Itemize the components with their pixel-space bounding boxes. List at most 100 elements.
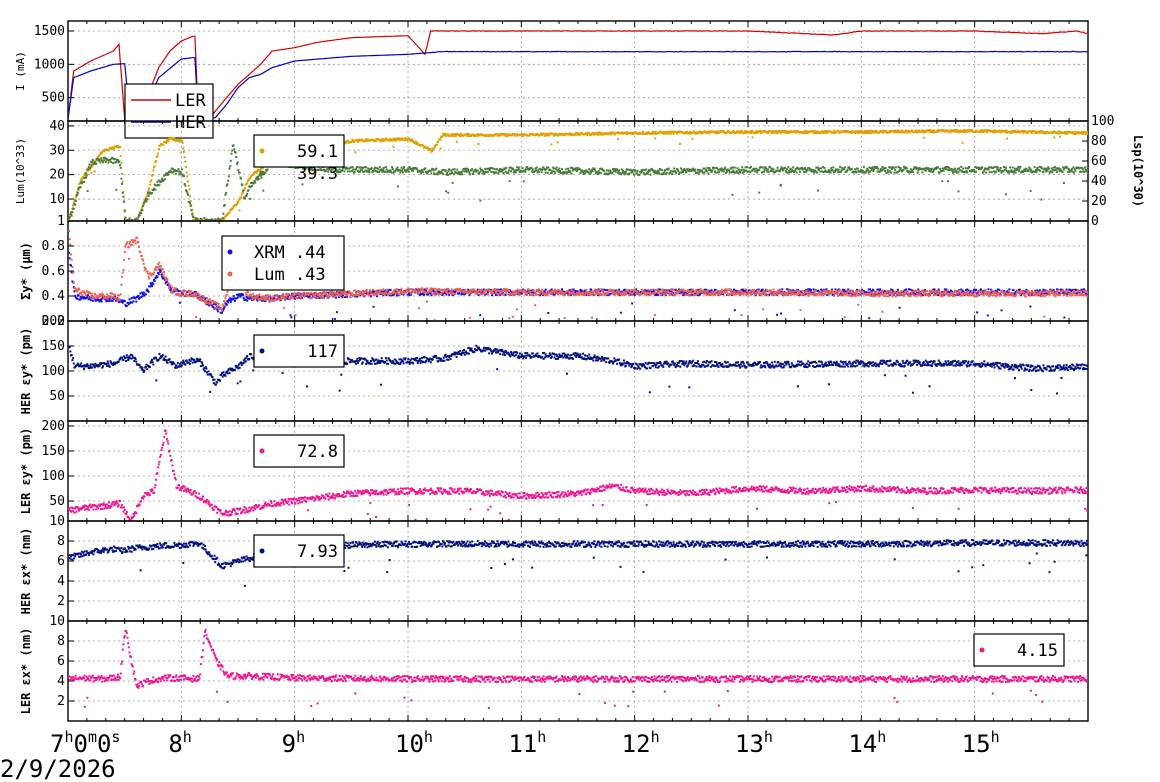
data-point	[819, 170, 822, 173]
data-point	[912, 168, 915, 171]
data-point	[350, 140, 353, 143]
data-point	[362, 166, 365, 169]
data-point	[1058, 291, 1061, 294]
data-point	[865, 129, 867, 132]
data-point	[165, 142, 168, 144]
data-point	[91, 164, 94, 167]
data-point	[796, 131, 799, 134]
data-point	[240, 193, 243, 196]
data-point	[278, 295, 281, 297]
data-point	[422, 144, 425, 147]
data-point	[686, 130, 689, 133]
data-point	[581, 170, 584, 173]
data-point	[714, 170, 716, 173]
data-point	[1043, 292, 1046, 295]
data-point	[797, 289, 799, 292]
data-point	[894, 166, 897, 169]
data-point	[461, 293, 464, 295]
data-point	[682, 169, 685, 172]
data-point	[223, 203, 226, 206]
data-point	[947, 291, 950, 294]
data-point	[157, 152, 160, 155]
data-point	[822, 171, 825, 173]
data-point	[996, 168, 999, 171]
data-point	[1046, 169, 1049, 172]
data-point	[384, 166, 387, 169]
data-point	[666, 132, 669, 135]
data-point	[1073, 167, 1076, 170]
data-point	[110, 299, 113, 302]
data-point	[994, 131, 997, 134]
legend-label: LER	[175, 91, 206, 111]
data-point	[340, 169, 343, 172]
data-point	[813, 129, 816, 132]
data-point	[392, 145, 395, 148]
data-point	[763, 170, 765, 173]
data-point	[459, 132, 462, 135]
data-point	[115, 158, 118, 161]
data-point	[694, 292, 697, 295]
data-point	[816, 171, 818, 174]
data-point	[809, 289, 812, 291]
data-point	[436, 173, 439, 176]
data-point	[499, 168, 502, 170]
data-point	[1043, 131, 1046, 134]
data-point	[356, 166, 359, 168]
data-point	[477, 143, 480, 145]
data-point	[469, 135, 472, 138]
data-point	[703, 288, 706, 291]
data-point	[351, 166, 354, 169]
data-point	[382, 168, 385, 171]
data-point	[610, 131, 612, 134]
data-point	[91, 161, 94, 164]
data-point	[578, 168, 581, 171]
data-point	[414, 141, 417, 144]
data-point	[960, 288, 963, 291]
data-point	[549, 169, 552, 172]
data-point	[448, 293, 451, 296]
data-point	[883, 129, 886, 132]
data-point	[964, 129, 967, 132]
data-point	[956, 293, 959, 296]
data-point	[361, 168, 364, 171]
data-point	[128, 217, 131, 220]
data-point	[957, 171, 960, 174]
data-point	[552, 293, 555, 296]
data-point	[242, 297, 245, 300]
data-point	[901, 129, 903, 132]
data-point	[631, 131, 634, 134]
data-point	[626, 173, 629, 176]
data-point	[427, 148, 430, 151]
data-point	[157, 179, 160, 182]
data-point	[390, 294, 393, 297]
data-point	[669, 132, 672, 135]
data-point	[112, 162, 115, 165]
data-point	[972, 170, 975, 173]
data-point	[975, 288, 978, 291]
data-point	[1085, 170, 1088, 173]
data-point	[713, 166, 716, 169]
data-point	[506, 135, 509, 137]
data-point	[159, 269, 162, 272]
data-point	[741, 166, 744, 169]
data-point	[844, 131, 847, 134]
data-point	[483, 172, 486, 175]
data-point	[388, 288, 391, 291]
data-point	[1038, 165, 1041, 168]
data-point	[990, 171, 993, 174]
data-point	[406, 138, 409, 141]
data-point	[518, 171, 521, 174]
data-point	[425, 146, 428, 149]
data-point	[70, 264, 72, 267]
data-point	[398, 137, 401, 140]
data-point	[514, 171, 517, 174]
data-point	[214, 303, 217, 306]
data-point	[1000, 131, 1003, 134]
data-point	[193, 290, 196, 293]
data-point	[869, 288, 871, 291]
data-point	[888, 166, 891, 169]
data-point	[68, 216, 71, 219]
data-point	[719, 167, 722, 170]
data-point	[381, 170, 384, 173]
